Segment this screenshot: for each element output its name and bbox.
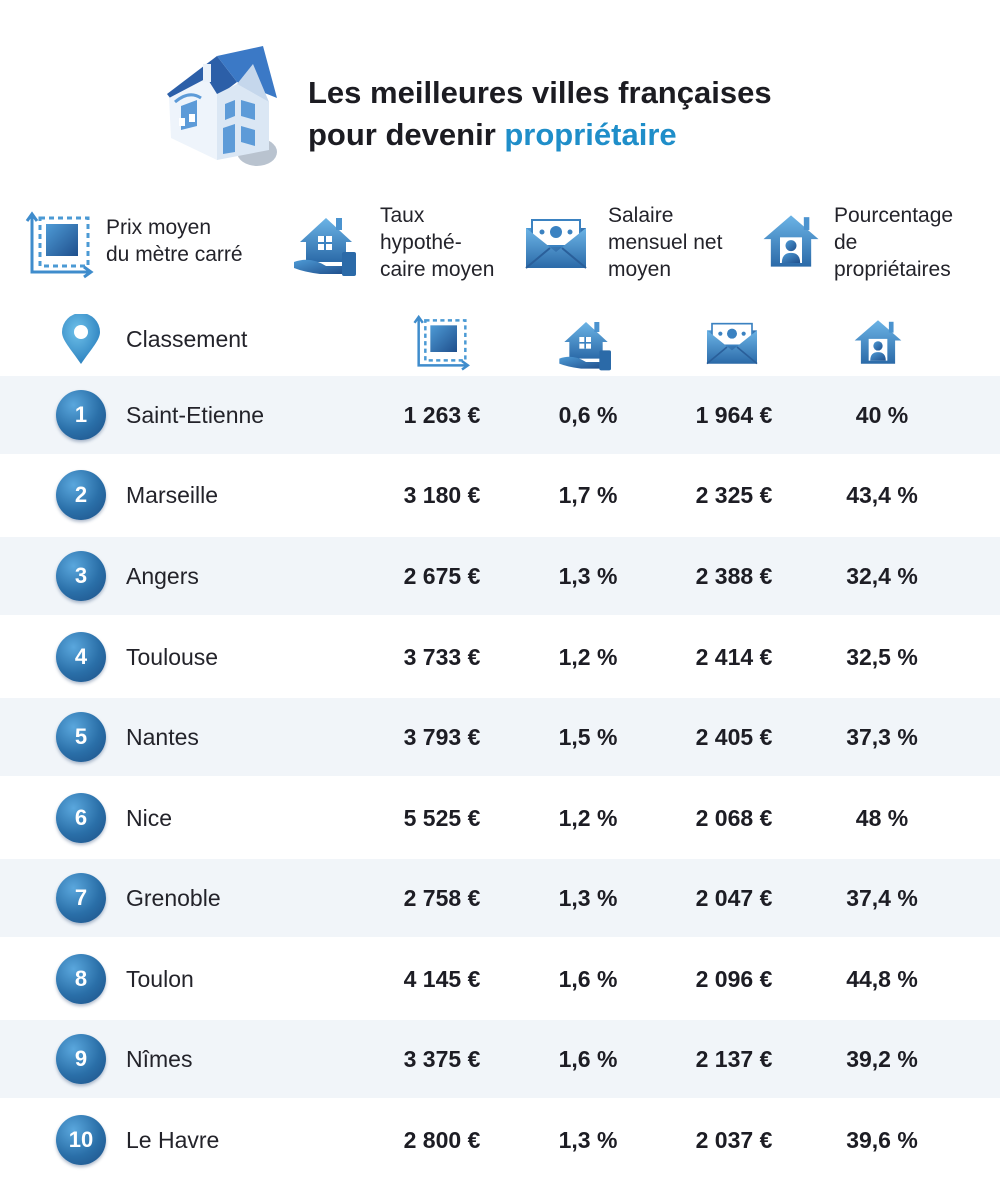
table-row: 10 Le Havre 2 800 € 1,3 % 2 037 € 39,6 % (0, 1101, 1000, 1179)
table-row: 2 Marseille 3 180 € 1,7 % 2 325 € 43,4 % (0, 456, 1000, 534)
house-hand-icon (290, 206, 362, 278)
city-name: Le Havre (126, 1126, 220, 1153)
table-row: 6 Nice 5 525 € 1,2 % 2 068 € 48 % (0, 779, 1000, 857)
salary-value: 2 405 € (695, 723, 773, 750)
rank-badge: 10 (56, 1115, 106, 1165)
legend-rate-label: Taux hypothé- caire moyen (380, 204, 495, 281)
rate-value: 0,6 % (558, 401, 618, 428)
price-value: 2 800 € (403, 1126, 481, 1153)
square-area-icon (24, 208, 96, 280)
price-value: 3 793 € (403, 723, 481, 750)
rate-value: 1,5 % (558, 723, 618, 750)
price-value: 2 758 € (403, 884, 481, 911)
legend-salary: Salaire mensuel net moyen (520, 202, 722, 297)
legend-salary-label: Salaire mensuel net moyen (608, 204, 723, 281)
city-name: Grenoble (126, 884, 221, 911)
rank-badge: 2 (56, 470, 106, 520)
price-value: 3 733 € (403, 643, 481, 670)
legend-price: Prix moyen du mètre carré (24, 202, 243, 297)
house-person-icon (758, 208, 824, 274)
table-row: 8 Toulon 4 145 € 1,6 % 2 096 € 44,8 % (0, 940, 1000, 1018)
price-value: 5 525 € (403, 804, 481, 831)
salary-value: 1 964 € (695, 401, 773, 428)
owners-value: 48 % (855, 804, 909, 831)
rank-badge: 6 (56, 793, 106, 843)
owners-value: 44,8 % (846, 965, 918, 992)
house-person-icon (850, 314, 906, 370)
money-envelope-icon (702, 312, 762, 372)
salary-value: 2 388 € (695, 562, 773, 589)
table-row: 9 Nîmes 3 375 € 1,6 % 2 137 € 39,2 % (0, 1020, 1000, 1098)
owners-value: 43,4 % (846, 481, 918, 508)
rate-value: 1,3 % (558, 562, 618, 589)
rate-value: 1,7 % (558, 481, 618, 508)
rate-value: 1,6 % (558, 965, 618, 992)
price-value: 3 180 € (403, 481, 481, 508)
title-line-1: Les meilleures villes françaises (308, 75, 772, 110)
money-envelope-icon (520, 206, 592, 278)
table-row: 5 Nantes 3 793 € 1,5 % 2 405 € 37,3 % (0, 698, 1000, 776)
legend-owners-label: Pourcentage de propriétaires (834, 204, 954, 281)
owners-value: 40 % (855, 401, 909, 428)
price-value: 3 375 € (403, 1045, 481, 1072)
square-area-icon (412, 312, 472, 372)
map-pin-icon (62, 314, 100, 364)
rate-value: 1,3 % (558, 884, 618, 911)
table-row: 4 Toulouse 3 733 € 1,2 % 2 414 € 32,5 % (0, 618, 1000, 696)
salary-value: 2 414 € (695, 643, 773, 670)
owners-value: 32,4 % (846, 562, 918, 589)
price-value: 1 263 € (403, 401, 481, 428)
rank-badge: 3 (56, 551, 106, 601)
legend-rate: Taux hypothé- caire moyen (290, 202, 494, 297)
city-name: Angers (126, 562, 199, 589)
title-line-2-prefix: pour devenir (308, 117, 505, 152)
city-name: Nice (126, 804, 173, 831)
rate-value: 1,2 % (558, 804, 618, 831)
city-name: Nantes (126, 723, 199, 750)
salary-value: 2 325 € (695, 481, 773, 508)
rank-header: Classement (126, 326, 248, 352)
rate-value: 1,2 % (558, 643, 618, 670)
rank-badge: 9 (56, 1034, 106, 1084)
page-title: Les meilleures villes françaises pour de… (308, 72, 868, 156)
owners-value: 32,5 % (846, 643, 918, 670)
rank-badge: 5 (56, 712, 106, 762)
city-name: Toulon (126, 965, 194, 992)
price-value: 2 675 € (403, 562, 481, 589)
title-accent: propriétaire (504, 117, 677, 152)
owners-value: 37,3 % (846, 723, 918, 750)
city-name: Saint-Etienne (126, 401, 265, 428)
salary-value: 2 068 € (695, 804, 773, 831)
rate-value: 1,3 % (558, 1126, 618, 1153)
salary-value: 2 096 € (695, 965, 773, 992)
title-line-2: pour devenir propriétaire (308, 114, 868, 156)
table-row: 1 Saint-Etienne 1 263 € 0,6 % 1 964 € 40… (0, 376, 1000, 454)
rate-value: 1,6 % (558, 1045, 618, 1072)
salary-value: 2 037 € (695, 1126, 773, 1153)
city-name: Nîmes (126, 1045, 193, 1072)
rank-badge: 7 (56, 873, 106, 923)
table-row: 7 Grenoble 2 758 € 1,3 % 2 047 € 37,4 % (0, 859, 1000, 937)
city-name: Toulouse (126, 643, 219, 670)
house-illustration (167, 46, 277, 166)
legend-price-label: Prix moyen du mètre carré (106, 216, 243, 266)
salary-value: 2 137 € (695, 1045, 773, 1072)
owners-value: 37,4 % (846, 884, 918, 911)
owners-value: 39,2 % (846, 1045, 918, 1072)
salary-value: 2 047 € (695, 884, 773, 911)
price-value: 4 145 € (403, 965, 481, 992)
city-name: Marseille (126, 481, 219, 508)
rank-badge: 1 (56, 390, 106, 440)
rank-badge: 4 (56, 632, 106, 682)
table-row: 3 Angers 2 675 € 1,3 % 2 388 € 32,4 % (0, 537, 1000, 615)
owners-value: 39,6 % (846, 1126, 918, 1153)
house-hand-icon (556, 312, 616, 372)
legend-owners: Pourcentage de propriétaires (758, 202, 953, 297)
rank-badge: 8 (56, 954, 106, 1004)
